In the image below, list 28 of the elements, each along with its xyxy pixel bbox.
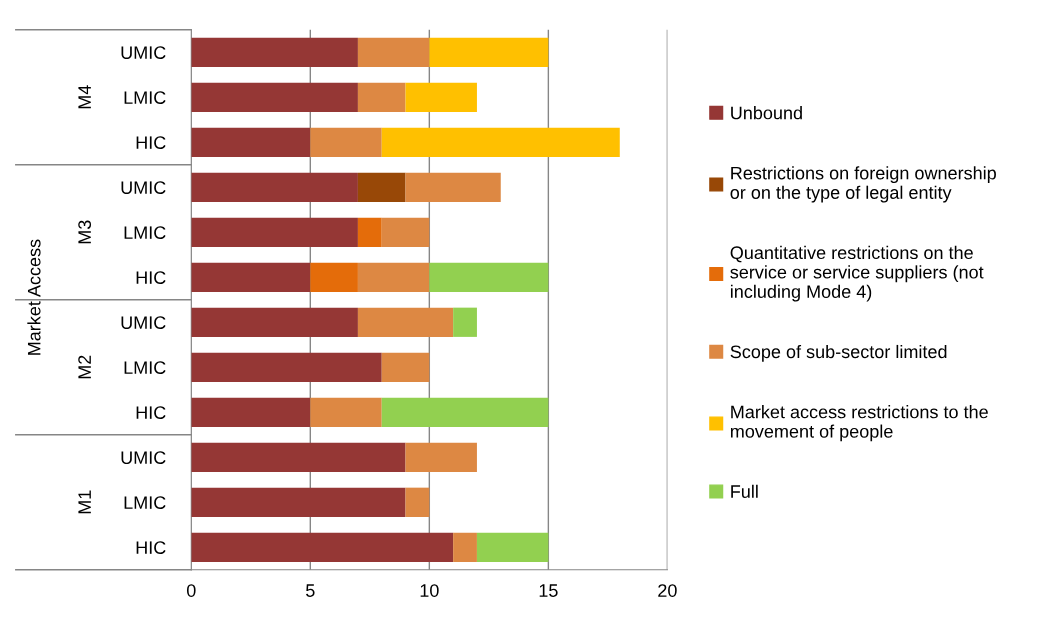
x-tick-label: 10: [420, 584, 439, 597]
legend-label: Market access restrictions to the movement of people: [730, 405, 988, 442]
legend-label: Restrictions on foreign ownership or on the type of legal entity: [730, 166, 996, 203]
text: M3: [78, 220, 92, 244]
x-tick-label: 5: [306, 584, 315, 597]
y-tick-label: HIC: [136, 136, 166, 149]
legend-label: Scope of sub-sector limited: [730, 344, 947, 362]
y-tick-label: HIC: [136, 541, 166, 554]
y-tick-label: LMIC: [124, 226, 166, 239]
y-tick-label: LMIC: [124, 91, 166, 104]
y-tick-label: HIC: [136, 406, 166, 419]
legend-label: Full: [731, 484, 758, 498]
x-tick-label: 20: [658, 584, 677, 597]
y-tick-label: UMIC: [121, 181, 166, 194]
text: M2: [78, 355, 91, 379]
y-tick-label: UMIC: [121, 451, 166, 464]
legend-label: Unbound: [731, 106, 802, 120]
x-tick-label: 0: [186, 584, 196, 597]
y-tick-label: LMIC: [124, 361, 166, 374]
y-tick-label: HIC: [136, 271, 166, 284]
y-tick-label: UMIC: [121, 316, 166, 329]
legend-label: Quantitative restrictions on the service or service suppliers (not including Mode 4): [730, 245, 984, 302]
text: M4: [78, 85, 91, 109]
y-axis-title: Market Access: [27, 239, 41, 355]
text: M1: [78, 490, 91, 514]
y-tick-label: UMIC: [121, 46, 166, 59]
y-tick-label: LMIC: [124, 496, 166, 509]
x-tick-label: 15: [539, 584, 558, 597]
